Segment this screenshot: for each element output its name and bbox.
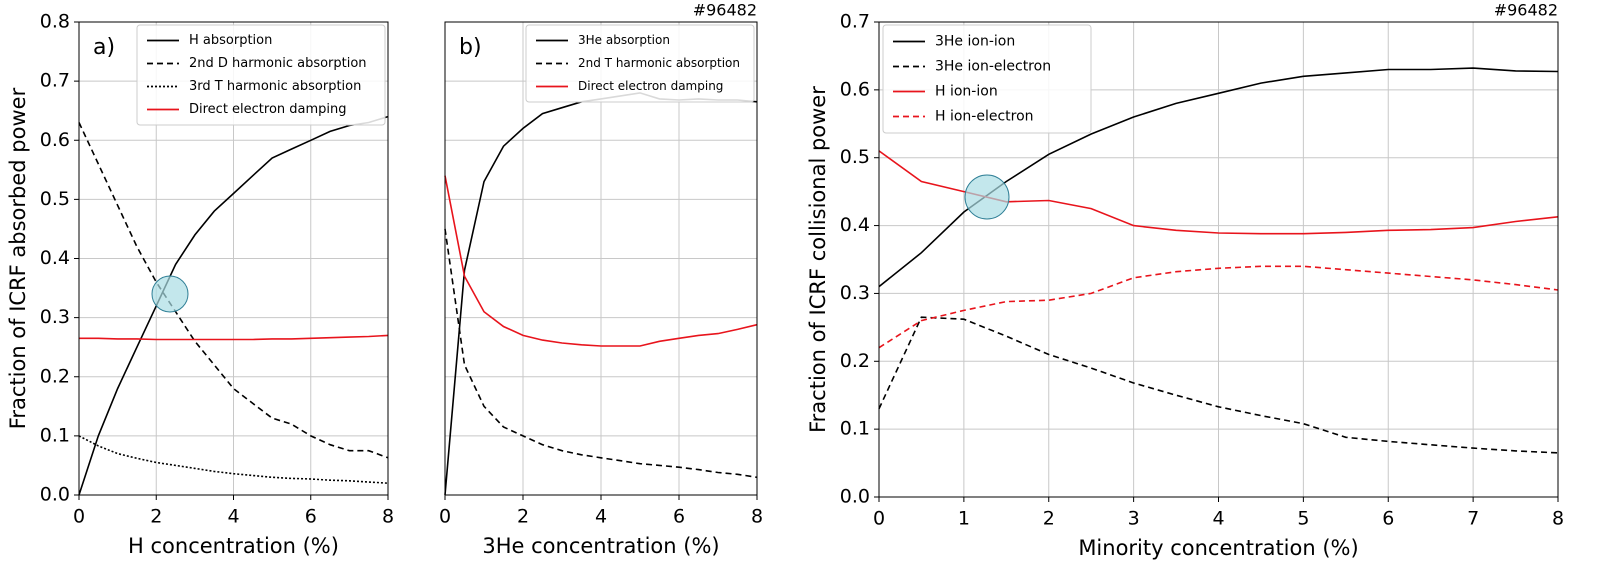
legend-label: H ion-electron — [935, 109, 1034, 125]
legend-label: 3rd T harmonic absorption — [189, 79, 361, 94]
x-tick-label: 2 — [1043, 508, 1055, 530]
x-tick-label: 8 — [1552, 508, 1564, 530]
highlight-circle — [151, 275, 189, 313]
y-tick-label: 0.3 — [40, 306, 70, 328]
legend-label: H ion-ion — [935, 84, 998, 100]
x-tick-label: 8 — [382, 506, 394, 528]
x-tick-label: 4 — [595, 506, 607, 528]
y-tick-label: 0.0 — [40, 484, 70, 506]
y-tick-label: 0.5 — [40, 188, 70, 210]
highlights — [151, 174, 1010, 313]
x-tick-label: 1 — [958, 508, 970, 530]
x-tick-label: 0 — [73, 506, 85, 528]
legend-box — [882, 24, 1092, 134]
y-tick-label: 0.2 — [40, 365, 70, 387]
legend-label: 2nd D harmonic absorption — [189, 56, 367, 71]
x-tick-label: 5 — [1297, 508, 1309, 530]
y-tick-label: 0.1 — [840, 418, 870, 440]
data-line — [78, 435, 389, 484]
legend-label: 2nd T harmonic absorption — [578, 56, 740, 70]
y-tick-label: 0.4 — [40, 247, 70, 269]
x-tick-label: 0 — [439, 506, 451, 528]
plot-frame — [444, 21, 758, 496]
y-tick-label: 0.1 — [40, 424, 70, 446]
y-tick-label: 0.4 — [840, 214, 870, 236]
legend-label: Direct electron damping — [578, 79, 723, 93]
panel-label: b) — [459, 35, 482, 60]
data-line — [78, 122, 389, 459]
plot-frame — [878, 21, 1559, 498]
data-line — [878, 316, 1559, 454]
x-tick-label: 6 — [673, 506, 685, 528]
legend-box — [525, 24, 755, 103]
legend-label: 3He ion-electron — [935, 59, 1051, 75]
data-line — [878, 265, 1559, 349]
y-tick-label: 0.7 — [40, 70, 70, 92]
x-tick-label: 2 — [517, 506, 529, 528]
panel-label: a) — [93, 35, 115, 60]
shot-label: #96482 — [693, 1, 757, 20]
x-tick-label: 2 — [150, 506, 162, 528]
y-tick-label: 0.7 — [840, 11, 870, 33]
legend-label: H absorption — [189, 33, 272, 48]
y-tick-label: 0.0 — [840, 486, 870, 508]
legend-label: 3He absorption — [578, 33, 670, 47]
data-line — [78, 115, 389, 496]
x-tick-label: 6 — [1382, 508, 1394, 530]
x-tick-label: 3 — [1128, 508, 1140, 530]
y-tick-label: 0.6 — [840, 78, 870, 100]
y-tick-label: 0.2 — [840, 350, 870, 372]
y-axis-label: Fraction of ICRF absorbed power — [6, 87, 30, 429]
x-tick-label: 8 — [751, 506, 763, 528]
x-axis-label: 3He concentration (%) — [482, 534, 719, 558]
y-tick-label: 0.5 — [840, 146, 870, 168]
plot-frame — [78, 21, 389, 496]
x-tick-label: 6 — [305, 506, 317, 528]
highlight-circle — [964, 174, 1010, 220]
y-tick-label: 0.6 — [40, 129, 70, 151]
legend-box — [136, 24, 386, 126]
legend-label: 3He ion-ion — [935, 34, 1015, 50]
data-line — [444, 175, 758, 347]
y-axis-label: Fraction of ICRF collisional power — [806, 86, 830, 433]
data-line — [79, 334, 389, 341]
x-tick-label: 0 — [873, 508, 885, 530]
y-tick-label: 0.3 — [840, 282, 870, 304]
x-tick-label: 7 — [1467, 508, 1479, 530]
y-tick-label: 0.8 — [40, 11, 70, 33]
legend-label: Direct electron damping — [189, 102, 347, 117]
shot-label: #96482 — [1494, 1, 1558, 20]
data-line — [444, 228, 758, 479]
x-axis-label: Minority concentration (%) — [1078, 536, 1358, 560]
x-tick-label: 4 — [1212, 508, 1224, 530]
x-axis-label: H concentration (%) — [128, 534, 339, 558]
x-tick-label: 4 — [227, 506, 239, 528]
